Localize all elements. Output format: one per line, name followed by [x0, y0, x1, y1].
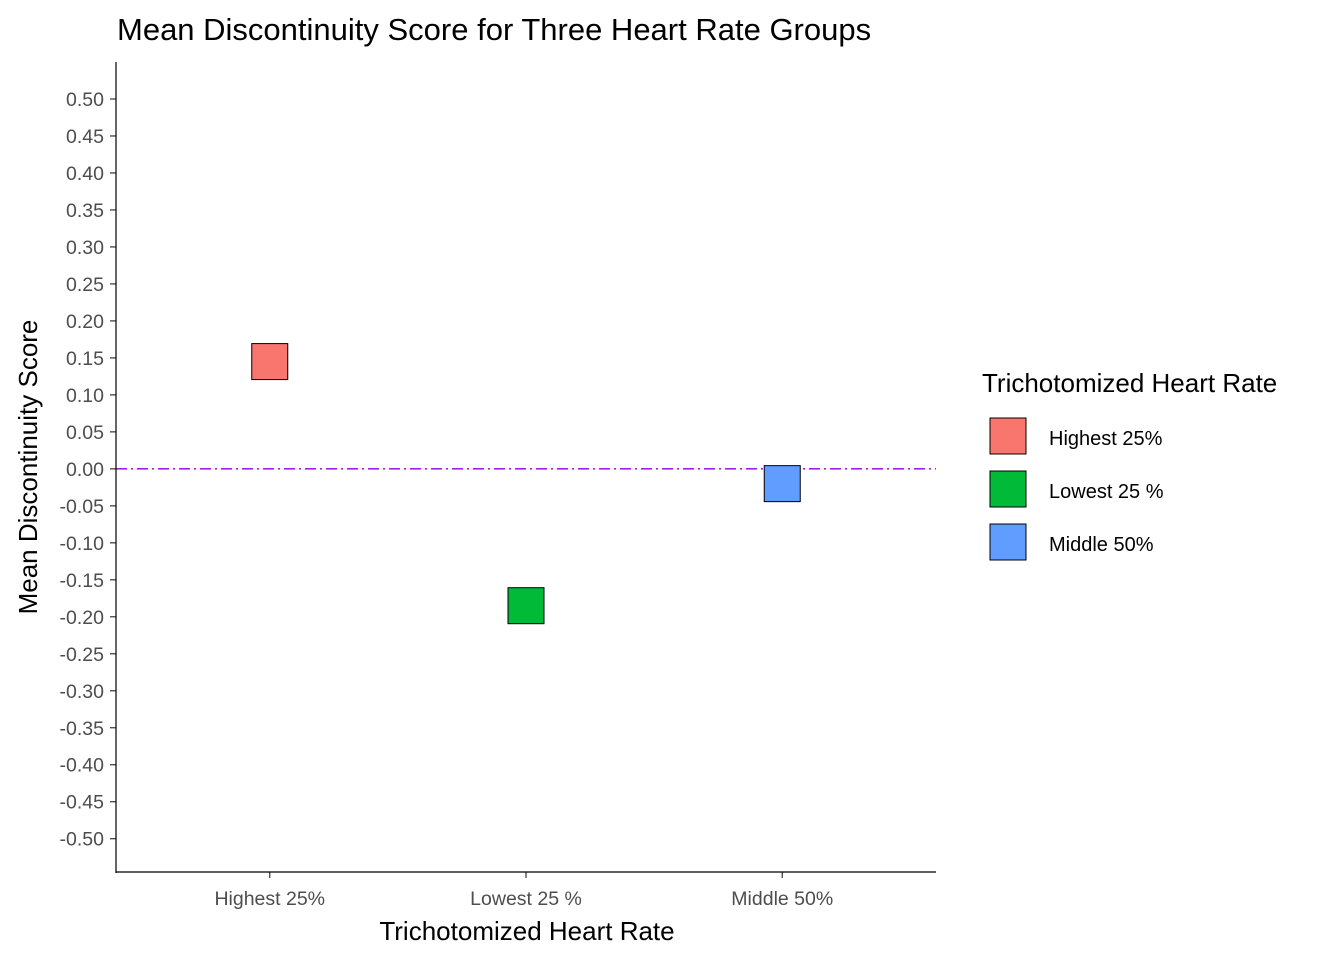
x-axis-ticks: Highest 25% Lowest 25 % Middle 50% — [214, 872, 833, 910]
y-tick-label: 0.45 — [66, 126, 104, 148]
x-axis-title: Trichotomized Heart Rate — [379, 916, 674, 946]
legend-swatch — [989, 470, 1027, 508]
legend-title: Trichotomized Heart Rate — [982, 368, 1277, 398]
y-tick-label: 0.30 — [66, 237, 104, 259]
y-tick-label: 0.05 — [66, 422, 104, 444]
y-tick-label: -0.25 — [60, 644, 105, 666]
y-tick-label: 0.20 — [66, 311, 104, 333]
y-tick-label: -0.05 — [60, 496, 105, 518]
y-tick-label: 0.40 — [66, 163, 104, 185]
legend-label: Lowest 25 % — [1049, 481, 1164, 503]
y-tick-label: -0.15 — [60, 570, 105, 592]
y-tick-label: 0.50 — [66, 89, 104, 111]
y-tick-label: 0.25 — [66, 274, 104, 296]
y-tick-label: -0.20 — [60, 607, 105, 629]
y-tick-label: 0.10 — [66, 385, 104, 407]
y-tick-label: -0.40 — [60, 755, 105, 777]
y-tick-label: -0.10 — [60, 533, 105, 555]
y-axis-title: Mean Discontinuity Score — [13, 320, 43, 615]
data-points — [251, 343, 801, 625]
legend-label: Middle 50% — [1049, 534, 1154, 556]
y-tick-label: 0.00 — [66, 459, 104, 481]
x-tick-label: Middle 50% — [731, 888, 833, 910]
y-tick-label: -0.30 — [60, 681, 105, 703]
x-tick-label: Highest 25% — [214, 888, 325, 910]
legend: Trichotomized Heart Rate Highest 25% Lowe… — [982, 368, 1277, 561]
y-tick-label: -0.50 — [60, 829, 105, 851]
y-tick-label: -0.45 — [60, 792, 105, 814]
legend-label: Highest 25% — [1049, 428, 1163, 450]
data-point — [507, 587, 545, 625]
legend-swatch — [989, 417, 1027, 455]
legend-swatch — [989, 523, 1027, 561]
y-tick-label: 0.35 — [66, 200, 104, 222]
data-point — [251, 343, 289, 381]
y-tick-label: 0.15 — [66, 348, 104, 370]
chart-title: Mean Discontinuity Score for Three Heart… — [117, 12, 871, 47]
y-axis-ticks: 0.50 0.45 0.40 0.35 0.30 0.25 0.20 0.15 0.10 0.05… — [60, 89, 116, 851]
data-point — [763, 465, 801, 503]
x-tick-label: Lowest 25 % — [470, 888, 582, 910]
y-tick-label: -0.35 — [60, 718, 105, 740]
